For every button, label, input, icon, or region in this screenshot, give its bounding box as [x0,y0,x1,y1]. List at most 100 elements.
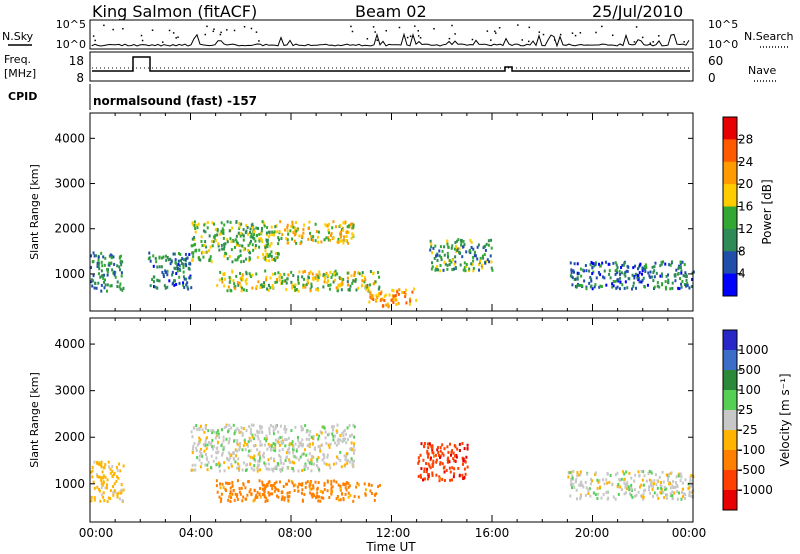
data-cell [347,241,350,245]
data-cell [327,443,330,447]
data-cell [638,485,641,489]
data-cell [307,281,310,285]
data-cell [225,489,228,493]
data-cell [210,454,213,458]
data-cell [336,286,339,290]
data-cell [258,232,261,236]
data-cell [253,454,256,458]
data-cell [339,223,342,227]
data-cell [322,272,325,276]
data-cell [107,496,110,500]
data-cell [94,254,97,258]
data-cell [462,459,465,463]
data-cell [479,259,482,263]
data-cell [594,261,597,265]
data-cell [234,454,237,458]
data-cell [443,253,446,257]
noise-search-point [579,32,582,34]
data-cell [276,230,279,234]
data-cell [148,256,151,260]
data-cell [238,221,241,225]
data-cell [319,499,322,503]
data-cell [321,490,324,494]
data-cell [155,260,158,264]
data-cell [190,286,193,290]
data-cell [691,271,694,275]
data-cell [478,262,481,266]
noise-search-point [255,31,258,33]
data-cell [644,488,647,492]
data-cell [323,456,326,460]
data-cell [250,493,253,497]
noise-search-point [641,36,644,39]
data-cell [432,461,435,465]
data-cell [121,288,124,292]
data-cell [154,285,157,289]
noise-search-point [151,29,154,31]
data-cell [186,285,189,289]
data-cell [268,230,271,234]
data-cell [268,467,271,471]
data-cell [671,490,674,494]
data-cell [377,287,380,291]
data-cell [585,269,588,273]
noise-search-point [177,36,179,38]
data-cell [101,274,104,278]
data-cell [458,449,461,453]
data-cell [571,283,574,287]
data-cell [570,470,573,474]
data-cell [607,262,610,266]
data-cell [581,284,584,288]
data-cell [466,465,469,469]
data-cell [236,258,239,262]
data-cell [163,284,166,288]
data-cell [481,266,484,270]
data-cell [314,239,317,243]
data-cell [590,277,593,281]
data-cell [243,439,246,443]
data-cell [203,449,206,453]
data-cell [688,494,691,498]
data-cell [247,454,250,458]
data-cell [372,294,375,298]
data-cell [642,470,645,474]
data-cell [277,252,280,256]
data-cell [623,261,626,265]
data-cell [103,286,106,290]
data-cell [293,455,296,459]
data-cell [638,473,641,477]
y-tick-label: 4000 [54,131,85,145]
data-cell [154,256,157,260]
data-cell [290,442,293,446]
data-cell [282,462,285,466]
noise-search-point [122,27,124,30]
data-cell [580,274,583,278]
data-cell [265,231,268,235]
data-cell [206,468,209,472]
data-cell [238,490,241,494]
data-cell [223,469,226,473]
data-cell [267,242,270,246]
data-cell [252,437,255,441]
data-cell [198,436,201,440]
data-cell [660,260,663,264]
noise-search-point [521,39,523,41]
data-cell [486,258,489,262]
data-cell [233,245,236,249]
data-cell [439,461,442,465]
data-cell [644,267,647,271]
data-cell [598,479,601,483]
data-cell [466,443,469,447]
noise-search-point [385,29,388,32]
data-cell [114,275,117,279]
data-cell [173,252,176,256]
data-cell [684,274,687,278]
data-cell [228,275,231,279]
data-cell [112,493,115,497]
data-cell [279,468,282,472]
data-cell [110,284,113,288]
data-cell [259,440,262,444]
data-cell [308,220,311,224]
data-cell [264,255,267,259]
data-cell [297,489,300,493]
